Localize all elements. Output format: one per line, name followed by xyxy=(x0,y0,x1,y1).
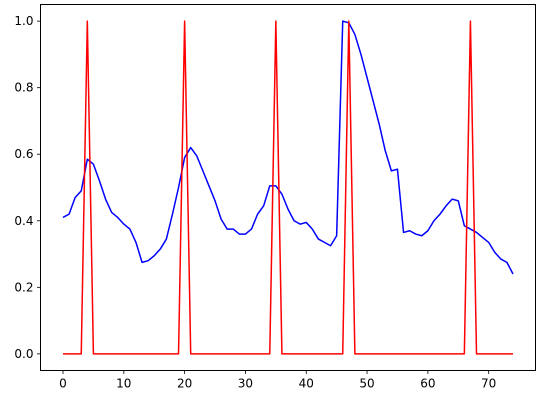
plot-area xyxy=(40,4,536,371)
plot-frame xyxy=(40,4,536,371)
axes-layer: 0 10 20 30 40 50 60 70 0.0 0.2 0.4 0.6 0.8 1.0 xyxy=(14,14,496,390)
y-tick-label: 0.0 xyxy=(14,347,33,361)
y-tick-label: 0.8 xyxy=(14,81,33,95)
x-tick-label: 20 xyxy=(177,377,192,391)
y-tick-label: 0.2 xyxy=(14,280,33,294)
x-tick-label: 60 xyxy=(420,377,435,391)
y-tick-label: 0.4 xyxy=(14,214,33,228)
x-tick-label: 0 xyxy=(59,377,67,391)
y-tick-label: 0.6 xyxy=(14,147,33,161)
x-tick-label: 40 xyxy=(299,377,314,391)
y-tick-label: 1.0 xyxy=(14,14,33,28)
series-line-2 xyxy=(63,20,513,355)
x-tick-label: 30 xyxy=(238,377,253,391)
x-tick-label: 50 xyxy=(359,377,374,391)
x-tick-label: 10 xyxy=(116,377,131,391)
series-line-1 xyxy=(62,20,514,275)
series-layer xyxy=(62,20,514,355)
x-tick-label: 70 xyxy=(481,377,496,391)
